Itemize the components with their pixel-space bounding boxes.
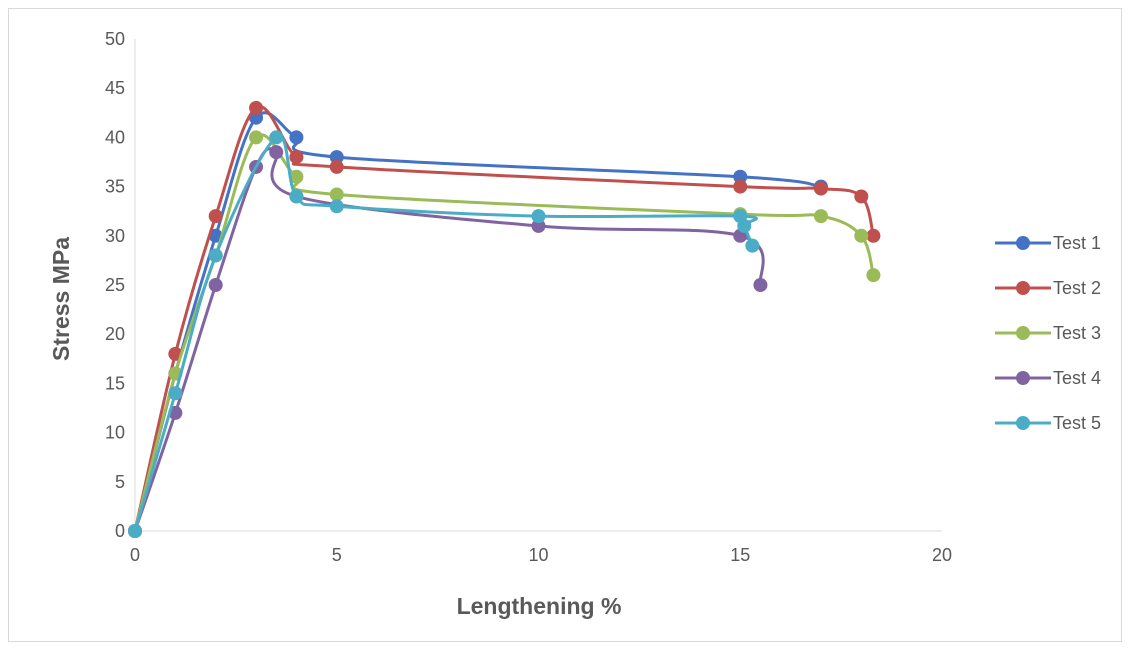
series-5-point — [269, 130, 284, 145]
y-tick-label: 50 — [105, 29, 125, 49]
y-tick-label: 10 — [105, 423, 125, 443]
series-3 — [128, 130, 881, 538]
series-2-point — [208, 209, 223, 224]
y-tick-label: 25 — [105, 275, 125, 295]
y-tick-label: 20 — [105, 324, 125, 344]
series-5-point — [168, 386, 183, 401]
series-1-point — [289, 130, 304, 145]
legend-entry: Test 2 — [995, 278, 1101, 298]
series-1-point — [329, 150, 344, 165]
legend-marker — [1016, 281, 1030, 295]
x-tick-label: 0 — [130, 545, 140, 565]
series-2-point — [733, 179, 748, 194]
series-1-point — [249, 110, 264, 125]
series-3-point — [866, 268, 881, 283]
series-layer — [128, 100, 881, 538]
x-axis-title: Lengthening % — [457, 593, 622, 619]
legend-entry: Test 5 — [995, 413, 1101, 433]
legend-marker — [1016, 416, 1030, 430]
series-3-point — [249, 130, 264, 145]
series-2-point — [329, 159, 344, 174]
legend: Test 1 Test 2 Test 3 Test 4 Test 5 — [995, 233, 1101, 433]
series-2-point — [854, 189, 869, 204]
series-5-point — [745, 238, 760, 253]
legend-marker — [1016, 371, 1030, 385]
series-3-point — [813, 209, 828, 224]
y-tick-label: 15 — [105, 373, 125, 393]
series-2-line — [133, 105, 875, 532]
series-4-line — [133, 147, 765, 532]
y-tick-label: 45 — [105, 78, 125, 98]
legend-label: Test 1 — [1053, 233, 1101, 253]
stress-lengthening-chart: 0 5 10 15 20 25 30 35 40 45 50 0 5 10 15 20 Lengthening… — [48, 29, 1101, 619]
series-2-point — [866, 228, 881, 243]
legend-entry: Test 1 — [995, 233, 1101, 253]
series-3-point — [854, 228, 869, 243]
legend-marker — [1016, 236, 1030, 250]
legend-label: Test 2 — [1053, 278, 1101, 298]
legend-entry: Test 4 — [995, 368, 1101, 388]
series-2-point — [813, 181, 828, 196]
series-5-point — [208, 248, 223, 263]
legend-label: Test 5 — [1053, 413, 1101, 433]
legend-label: Test 3 — [1053, 323, 1101, 343]
series-2-point — [249, 100, 264, 115]
y-tick-label: 5 — [115, 472, 125, 492]
series-4-point — [753, 278, 768, 292]
legend-label: Test 4 — [1053, 368, 1101, 388]
y-tick-label: 35 — [105, 177, 125, 197]
series-4-point — [208, 278, 223, 292]
y-tick-label: 30 — [105, 226, 125, 246]
y-tick-label: 0 — [115, 521, 125, 541]
x-tick-label: 10 — [528, 545, 548, 565]
series-5-point — [128, 524, 142, 538]
legend-entry: Test 3 — [995, 323, 1101, 343]
series-5-point — [737, 218, 752, 233]
x-tick-label: 5 — [332, 545, 342, 565]
axes: 0 5 10 15 20 25 30 35 40 45 50 0 5 10 15 20 — [105, 29, 952, 565]
legend-marker — [1016, 326, 1030, 340]
series-5-point — [289, 189, 304, 204]
series-2-point — [289, 150, 304, 165]
chart-frame: 0 5 10 15 20 25 30 35 40 45 50 0 5 10 15 20 Lengthening… — [8, 8, 1122, 642]
y-axis-title: Stress MPa — [48, 237, 74, 361]
series-3-point — [329, 187, 344, 202]
series-4-point — [531, 218, 546, 233]
series-3-point — [289, 169, 304, 184]
series-5-point — [329, 199, 344, 214]
series-5-point — [531, 209, 546, 224]
x-tick-label: 20 — [932, 545, 952, 565]
y-tick-label: 40 — [105, 127, 125, 147]
series-1-point — [208, 228, 223, 243]
series-4-point — [269, 145, 284, 160]
series-5 — [128, 130, 760, 538]
series-1-point — [733, 169, 748, 184]
x-tick-label: 15 — [730, 545, 750, 565]
